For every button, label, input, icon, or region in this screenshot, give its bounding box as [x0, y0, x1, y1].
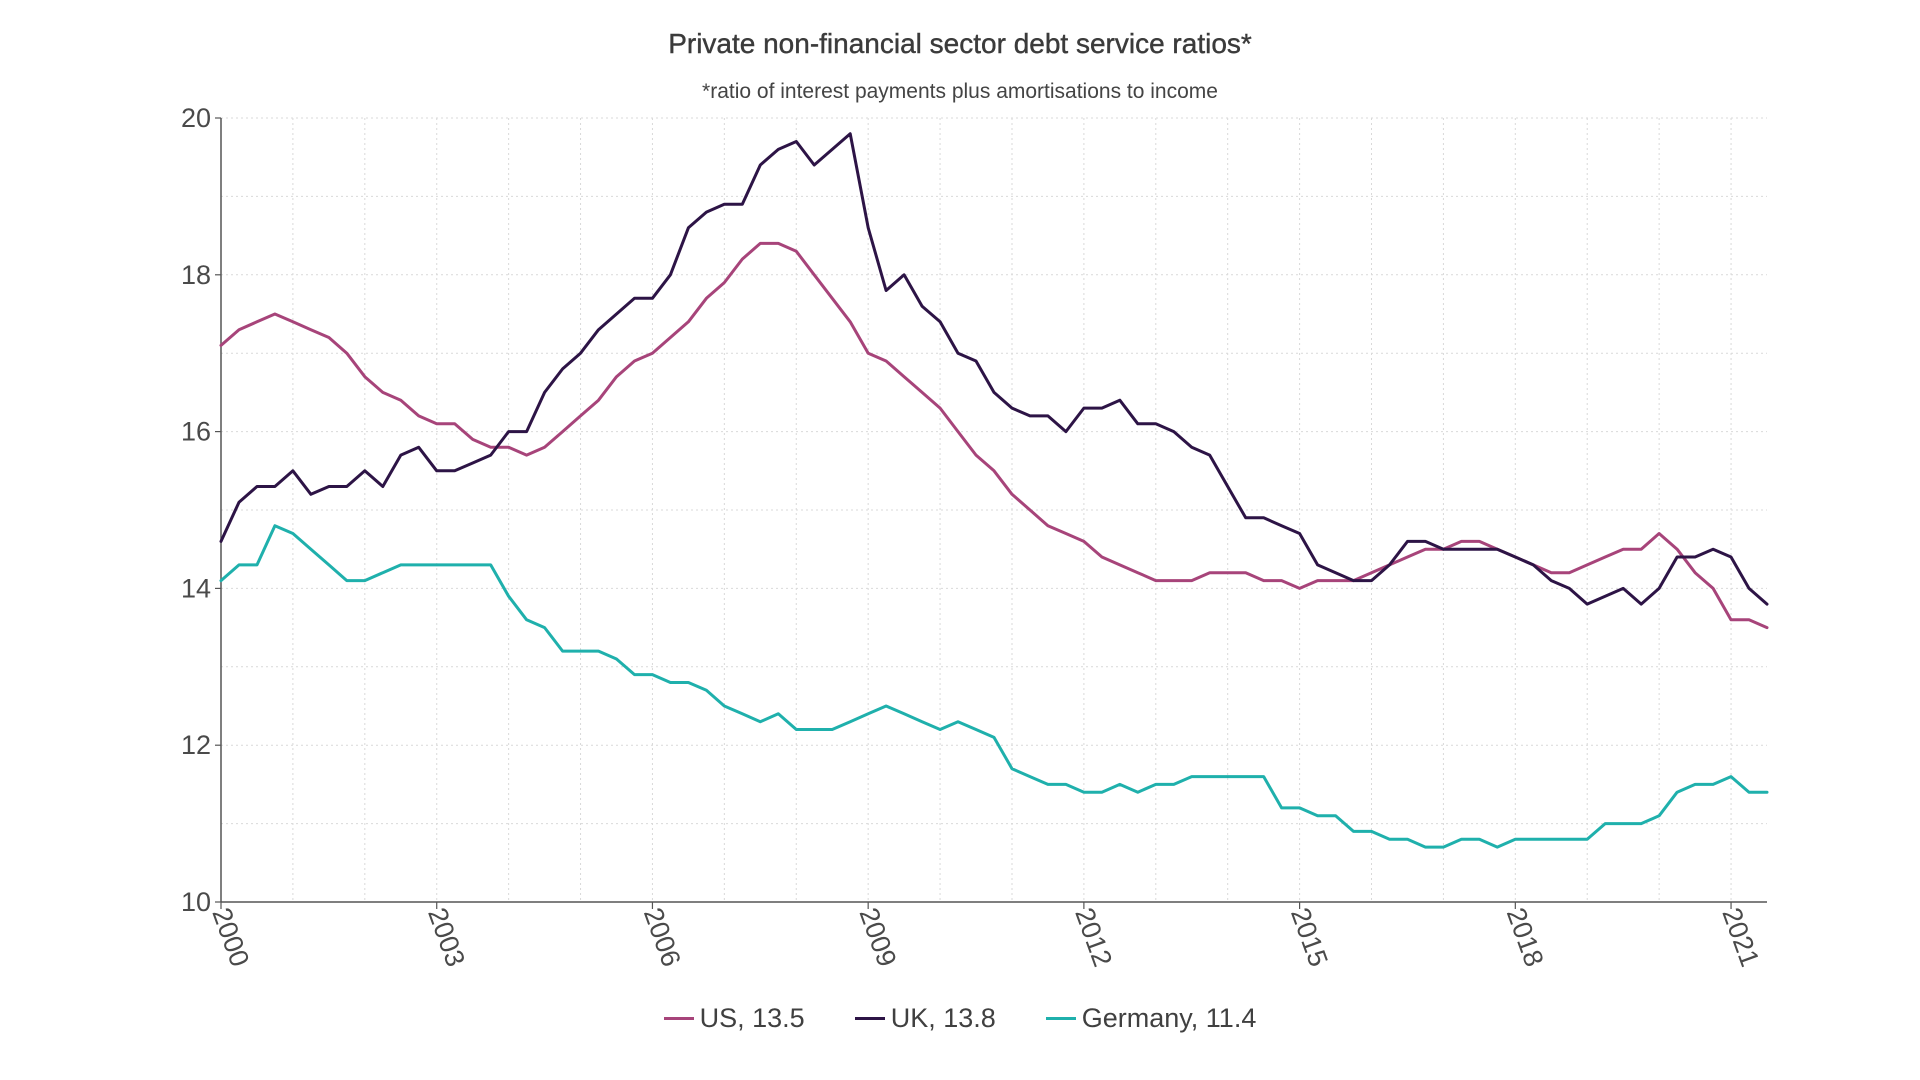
- x-tick-label: 2006: [638, 904, 687, 971]
- legend-item-us: US, 13.5: [663, 1003, 805, 1034]
- y-tick-label: 12: [181, 730, 211, 760]
- series-lines: [219, 132, 1769, 849]
- x-tick-label: 2018: [1501, 904, 1550, 971]
- legend-label-germany: Germany, 11.4: [1081, 1003, 1257, 1033]
- y-tick-label: 18: [181, 260, 211, 290]
- legend-label-uk: UK, 13.8: [890, 1003, 996, 1033]
- y-tick-label: 10: [181, 887, 211, 917]
- y-tick-label: 20: [181, 103, 211, 133]
- chart-title: Private non-financial sector debt servic…: [668, 28, 1252, 59]
- grid-lines: [220, 117, 1767, 903]
- x-tick-label: 2000: [206, 904, 255, 971]
- series-line-us: [219, 241, 1769, 630]
- axes: [215, 117, 1767, 909]
- x-tick-label: 2015: [1285, 904, 1334, 971]
- legend-item-germany: Germany, 11.4: [1045, 1003, 1257, 1034]
- x-tick-label: 2012: [1069, 904, 1118, 971]
- legend: US, 13.5 UK, 13.8 Germany, 11.4: [0, 1003, 1920, 1034]
- x-tick-label: 2003: [422, 904, 471, 971]
- legend-swatch-uk: [854, 1017, 885, 1020]
- legend-swatch-us: [663, 1017, 694, 1020]
- chart-subtitle: *ratio of interest payments plus amortis…: [702, 80, 1218, 103]
- y-axis-tick-labels: 10 12 14 16 18 20: [181, 103, 211, 917]
- legend-item-uk: UK, 13.8: [854, 1003, 996, 1034]
- y-tick-label: 16: [181, 417, 211, 447]
- legend-swatch-germany: [1045, 1017, 1076, 1020]
- legend-label-us: US, 13.5: [699, 1003, 805, 1033]
- series-line-uk: [219, 132, 1769, 606]
- y-tick-label: 14: [181, 573, 211, 603]
- x-tick-label: 2009: [854, 904, 903, 971]
- series-line-germany: [219, 524, 1769, 849]
- x-axis-tick-labels: 2000 2003 2006 2009 2012 2015 2018 2021: [206, 904, 1765, 971]
- x-tick-label: 2021: [1716, 904, 1765, 971]
